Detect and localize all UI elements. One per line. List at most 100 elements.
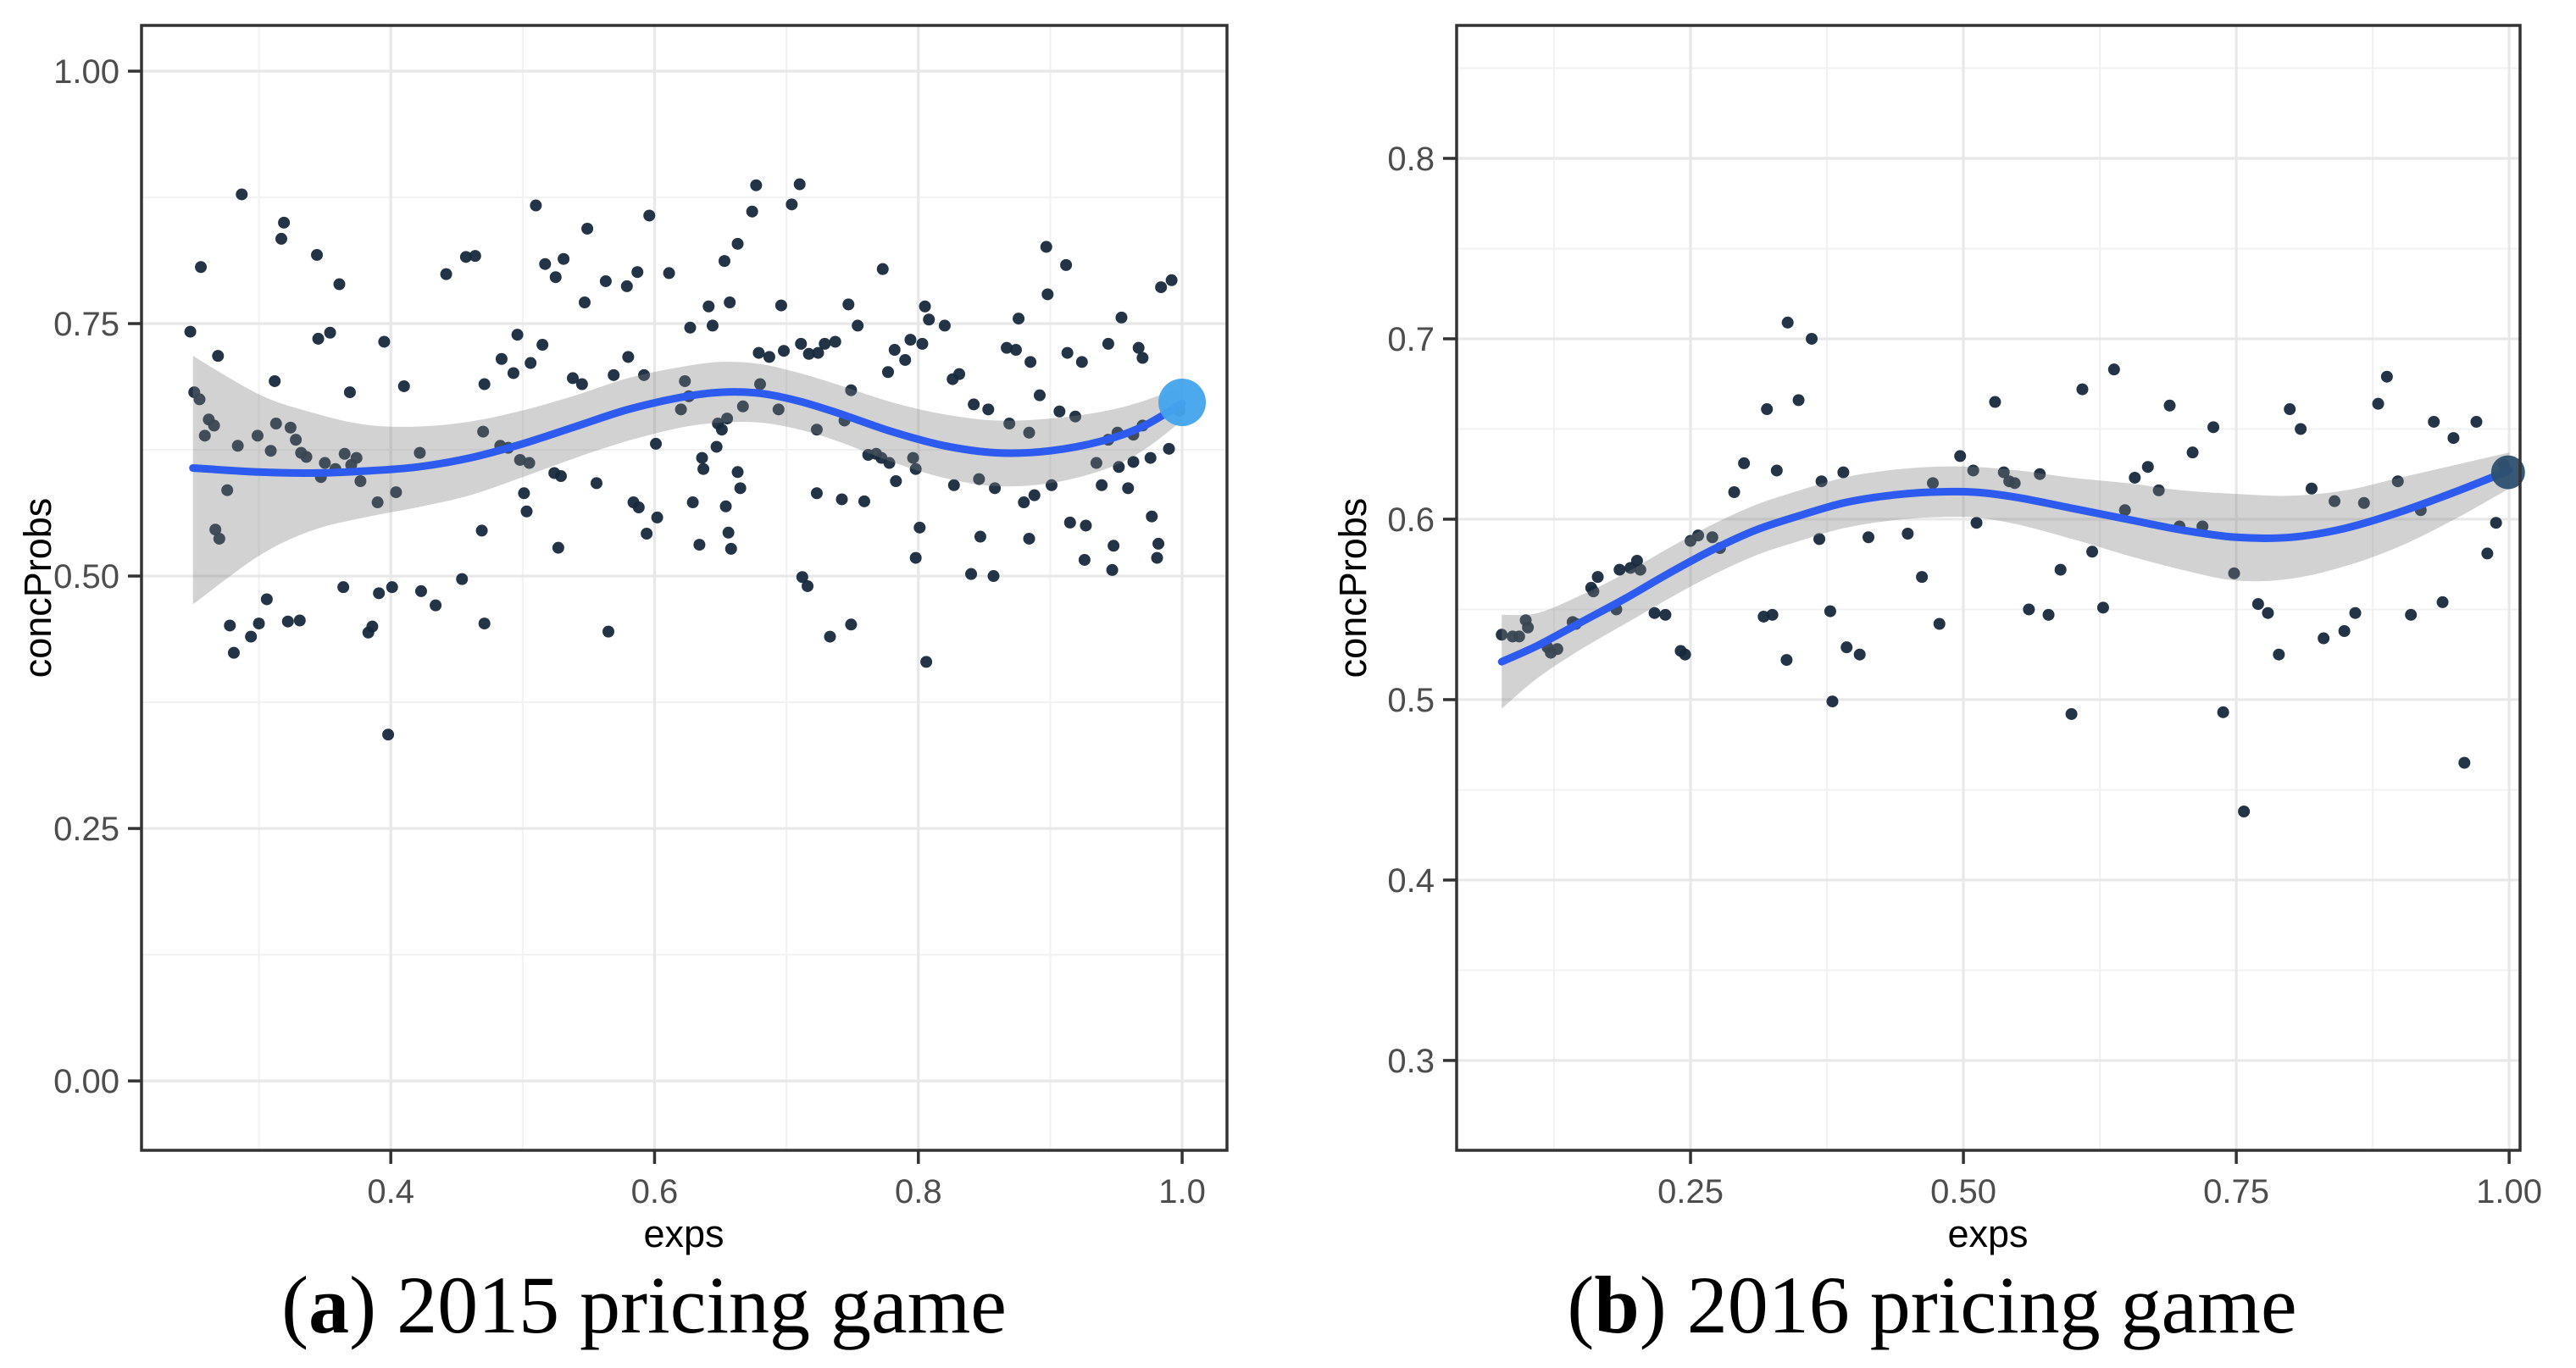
data-point [2349, 606, 2362, 619]
data-point [602, 625, 615, 638]
data-point [989, 482, 1002, 495]
data-point [311, 248, 324, 261]
data-point [414, 446, 426, 459]
data-point [1770, 464, 1783, 477]
data-point [1090, 457, 1102, 469]
data-point [552, 541, 564, 554]
data-point [1648, 606, 1661, 619]
data-point [338, 447, 351, 460]
data-point [793, 178, 806, 191]
data-point [1901, 527, 1914, 540]
x-tick-label: 1.0 [1158, 1173, 1206, 1210]
data-point [684, 321, 697, 334]
data-point [731, 466, 744, 479]
data-point [1003, 418, 1016, 430]
data-point [829, 335, 841, 348]
data-point [638, 368, 651, 381]
data-point [1102, 337, 1114, 350]
data-point [786, 198, 798, 211]
data-point [2329, 495, 2341, 507]
data-point [1106, 563, 1119, 576]
data-point [2380, 370, 2393, 383]
data-point [208, 419, 220, 432]
data-point [1069, 410, 1082, 423]
data-point [195, 261, 208, 274]
data-point [2076, 383, 2089, 396]
data-point [227, 646, 240, 659]
data-point [953, 368, 966, 380]
data-point [916, 337, 929, 350]
data-point [1989, 396, 2001, 408]
data-point [1163, 442, 1175, 455]
y-tick-label: 0.6 [1387, 501, 1435, 539]
data-point [1679, 648, 1691, 661]
data-point [284, 421, 297, 434]
data-point [1826, 695, 1839, 708]
caption-b-text: ) 2016 pricing game [1639, 1260, 2297, 1350]
data-point [641, 527, 653, 540]
x-tick-label: 0.75 [2203, 1173, 2269, 1210]
data-point [1136, 352, 1149, 364]
data-point [710, 440, 723, 453]
data-point [2152, 484, 2165, 496]
data-point [923, 313, 935, 326]
data-point [686, 496, 699, 509]
data-point [622, 351, 635, 363]
data-point [2372, 397, 2384, 410]
data-point [1028, 489, 1041, 501]
data-point [1165, 274, 1178, 286]
highlight-point-b [2490, 455, 2525, 490]
data-point [1080, 519, 1092, 532]
data-point [386, 581, 398, 594]
data-point [1916, 571, 1929, 584]
data-point [1024, 356, 1037, 368]
data-point [478, 378, 491, 390]
data-point [718, 255, 730, 268]
data-point [495, 352, 508, 365]
data-point [278, 216, 291, 229]
data-point [2186, 446, 2199, 459]
data-point [883, 457, 896, 469]
data-point [810, 487, 823, 500]
data-point [530, 199, 542, 212]
data-point [2163, 399, 2176, 412]
data-point [1792, 394, 1805, 407]
data-point [965, 568, 978, 580]
data-point [599, 274, 612, 287]
data-point [350, 451, 363, 464]
data-point [1659, 608, 1672, 621]
data-point [1009, 344, 1022, 357]
data-point [1152, 537, 1165, 550]
data-point [2481, 547, 2494, 560]
data-point [706, 319, 719, 332]
data-point [1806, 332, 1818, 345]
data-point [722, 526, 735, 539]
data-point [2458, 756, 2471, 769]
data-point [2428, 415, 2440, 428]
caption-b-paren-open: ( [1567, 1260, 1595, 1350]
data-point [269, 418, 282, 430]
data-point [1630, 554, 1643, 567]
data-point [1096, 479, 1108, 491]
data-point [1780, 654, 1793, 667]
data-point [1033, 389, 1046, 402]
data-point [1954, 450, 1967, 462]
data-point [1997, 466, 2010, 479]
data-point [1967, 464, 1979, 477]
data-point [651, 511, 663, 523]
data-point [802, 579, 814, 592]
data-point [539, 258, 552, 270]
data-point [1837, 466, 1850, 479]
data-point [2273, 648, 2285, 661]
data-point [558, 252, 570, 265]
y-tick-label: 0.25 [53, 811, 119, 848]
data-point [1634, 563, 1646, 576]
data-point [184, 325, 197, 338]
data-point [590, 477, 602, 490]
data-point [643, 209, 656, 222]
data-point [382, 728, 395, 741]
data-point [275, 232, 287, 245]
data-point [2338, 625, 2351, 638]
data-point [2217, 706, 2229, 718]
